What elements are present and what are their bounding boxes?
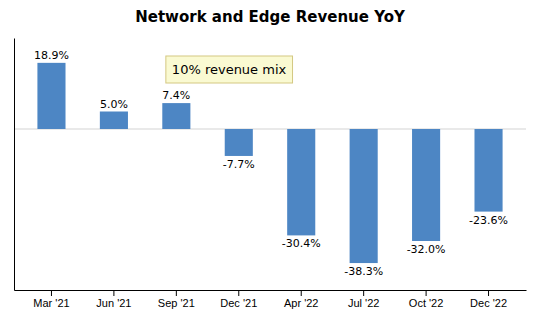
bars <box>37 63 502 263</box>
x-tick-label: Apr '22 <box>284 297 319 309</box>
x-tick: Oct '22 <box>409 290 444 309</box>
bar <box>37 63 65 129</box>
zero-line <box>14 129 526 130</box>
bar <box>100 112 128 130</box>
x-axis: Mar '21 Jun '21 Sep '21 Dec '21 Apr '22 Jul '… <box>15 290 527 309</box>
bar <box>225 129 253 156</box>
x-tick-mark <box>426 290 427 296</box>
x-tick-mark <box>51 290 52 296</box>
data-label: 7.4% <box>162 89 190 102</box>
bar <box>474 129 502 212</box>
x-tick-mark <box>238 290 239 296</box>
x-tick: Dec '22 <box>470 290 507 309</box>
x-tick-mark <box>113 290 114 296</box>
x-tick: Mar '21 <box>33 290 69 309</box>
data-label: 18.9% <box>34 49 69 62</box>
x-tick: Jul '22 <box>348 290 379 309</box>
data-label: -7.7% <box>223 158 255 171</box>
data-label: 5.0% <box>100 98 128 111</box>
x-tick: Dec '21 <box>220 290 257 309</box>
x-tick-label: Sep '21 <box>158 297 195 309</box>
title: Network and Edge Revenue YoY <box>135 8 406 26</box>
data-label: -30.4% <box>282 237 321 250</box>
bar <box>350 129 378 263</box>
y-axis <box>14 39 15 291</box>
data-label: -23.6% <box>469 214 508 227</box>
chart: 18.9% 5.0% 7.4% -7.7% -30.4% -38.3% -32.0% -23.… <box>0 0 538 318</box>
bar <box>162 103 190 129</box>
data-label: -38.3% <box>344 265 383 278</box>
x-tick-mark <box>363 290 364 296</box>
x-tick-label: Mar '21 <box>33 297 69 309</box>
x-tick-label: Dec '22 <box>470 297 507 309</box>
x-tick-mark <box>301 290 302 296</box>
x-tick-mark <box>176 290 177 296</box>
x-tick-label: Oct '22 <box>409 297 444 309</box>
x-tick-label: Jun '21 <box>96 297 131 309</box>
x-tick-label: Jul '22 <box>348 297 379 309</box>
x-tick: Sep '21 <box>158 290 195 309</box>
annotation-text: 10% revenue mix <box>172 62 287 77</box>
x-tick-label: Dec '21 <box>220 297 257 309</box>
annotation: 10% revenue mix <box>166 56 293 83</box>
annotation-box <box>166 56 293 83</box>
data-label: -32.0% <box>407 243 446 256</box>
x-tick: Jun '21 <box>96 290 131 309</box>
bar <box>412 129 440 241</box>
plot: 18.9% 5.0% 7.4% -7.7% -30.4% -38.3% -32.0% -23.… <box>14 39 527 309</box>
x-tick-mark <box>488 290 489 296</box>
x-axis-line <box>15 290 527 291</box>
data-labels: 18.9% 5.0% 7.4% -7.7% -30.4% -38.3% -32.0% -23.… <box>34 49 508 278</box>
bar <box>287 129 315 235</box>
x-tick: Apr '22 <box>284 290 319 309</box>
y-axis-line <box>14 39 15 291</box>
